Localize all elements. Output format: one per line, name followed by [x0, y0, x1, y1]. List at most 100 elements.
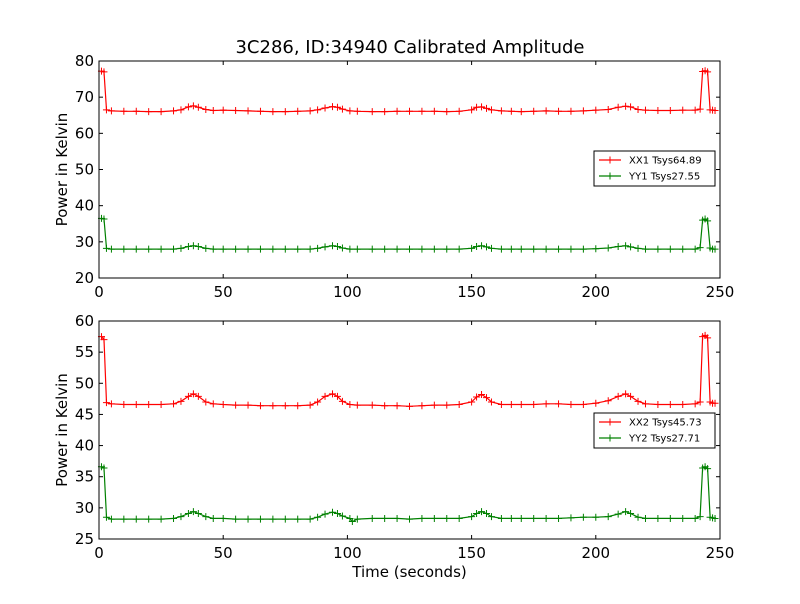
x-tick-label: 200	[581, 544, 610, 562]
data-point	[368, 401, 376, 409]
data-point	[614, 392, 622, 400]
data-point	[604, 397, 612, 405]
data-point	[497, 400, 505, 408]
data-point	[294, 515, 302, 523]
data-point	[430, 401, 438, 409]
data-point	[184, 103, 192, 111]
data-point	[455, 400, 463, 408]
data-point	[542, 245, 550, 253]
data-point	[473, 393, 481, 401]
data-point	[328, 242, 336, 250]
data-point	[468, 513, 476, 521]
data-point	[641, 245, 649, 253]
data-point	[711, 514, 719, 522]
data-point	[443, 514, 451, 522]
data-point	[622, 242, 630, 250]
data-point	[696, 244, 704, 252]
data-point	[517, 400, 525, 408]
data-point	[368, 514, 376, 522]
data-point	[497, 514, 505, 522]
series-line	[101, 465, 716, 523]
y-tick-label: 30	[75, 233, 94, 251]
data-point	[294, 107, 302, 115]
legend-marker	[606, 156, 614, 164]
data-point	[507, 400, 515, 408]
data-point	[157, 400, 165, 408]
data-point	[530, 514, 538, 522]
data-point	[132, 400, 140, 408]
x-tick-label: 150	[457, 544, 486, 562]
data-point	[132, 515, 140, 523]
data-point	[579, 400, 587, 408]
y-tick-label: 60	[75, 124, 94, 142]
data-point	[353, 107, 361, 115]
data-point	[333, 243, 341, 251]
data-point	[654, 400, 662, 408]
data-point	[567, 245, 575, 253]
data-point	[487, 244, 495, 252]
data-point	[170, 514, 178, 522]
legend-marker	[606, 434, 614, 442]
data-point	[497, 245, 505, 253]
data-point	[555, 514, 563, 522]
data-point	[170, 107, 178, 115]
data-point	[321, 243, 329, 251]
data-point	[483, 104, 491, 112]
data-point	[679, 514, 687, 522]
data-point	[711, 245, 719, 253]
data-point	[468, 244, 476, 252]
data-point	[478, 508, 486, 516]
data-point	[507, 107, 515, 115]
data-point	[256, 107, 264, 115]
data-point	[478, 242, 486, 250]
data-point	[100, 68, 108, 76]
data-point	[209, 107, 217, 115]
data-point	[507, 245, 515, 253]
data-point	[418, 245, 426, 253]
data-point	[487, 398, 495, 406]
data-point	[269, 515, 277, 523]
data-point	[393, 107, 401, 115]
chart-title: 3C286, ID:34940 Calibrated Amplitude	[235, 37, 584, 58]
data-point	[353, 401, 361, 409]
data-point	[314, 106, 322, 114]
data-point	[443, 401, 451, 409]
data-point	[634, 397, 642, 405]
data-point	[691, 514, 699, 522]
data-point	[333, 509, 341, 517]
legend: XX2 Tsys45.73 YY2 Tsys27.71	[593, 412, 716, 449]
data-point	[704, 217, 712, 225]
data-point	[592, 245, 600, 253]
data-point	[120, 245, 128, 253]
data-point	[604, 244, 612, 252]
data-point	[483, 243, 491, 251]
data-point	[107, 245, 115, 253]
data-point	[194, 103, 202, 111]
y-tick-label: 25	[75, 530, 94, 548]
data-point	[219, 514, 227, 522]
data-point	[269, 245, 277, 253]
bottom-panel: 0 50 100 150 200 250 25 30 35 40 45 50 55 60 Power in …	[53, 312, 734, 581]
data-point	[530, 400, 538, 408]
data-point	[654, 245, 662, 253]
data-point	[321, 392, 329, 400]
data-point	[321, 104, 329, 112]
data-point	[269, 402, 277, 410]
data-point	[107, 400, 115, 408]
data-point	[194, 392, 202, 400]
data-point	[353, 515, 361, 523]
data-point	[184, 509, 192, 517]
data-point	[281, 515, 289, 523]
data-point	[232, 515, 240, 523]
data-point	[696, 513, 704, 521]
data-point	[177, 244, 185, 252]
data-point	[406, 402, 413, 410]
data-point	[132, 245, 140, 253]
data-point	[346, 400, 354, 408]
data-point	[232, 107, 240, 115]
data-point	[517, 108, 525, 116]
x-tick-label: 0	[94, 544, 104, 562]
x-tick-label: 200	[581, 283, 610, 301]
data-point	[704, 465, 712, 473]
data-point	[333, 103, 341, 111]
